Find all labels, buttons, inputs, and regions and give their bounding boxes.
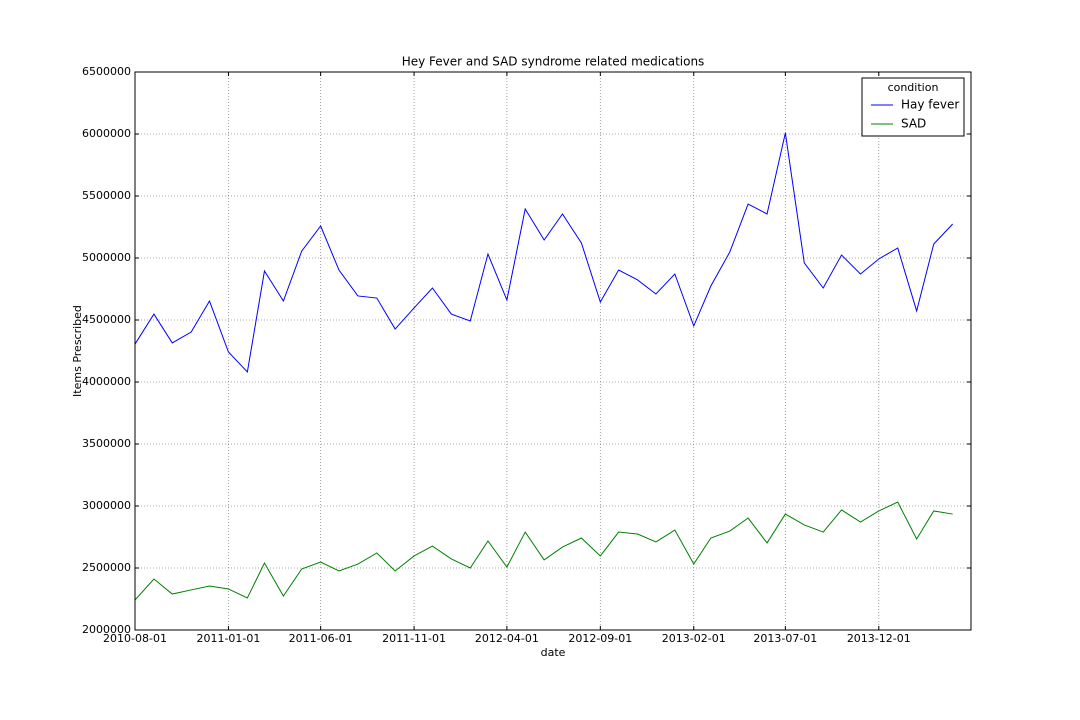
- y-tick-label: 5500000: [82, 189, 131, 202]
- legend-box: [861, 77, 965, 137]
- x-axis-label: date: [541, 646, 566, 659]
- legend-title: condition: [888, 81, 939, 94]
- y-tick-label: 2000000: [82, 623, 131, 636]
- x-tick-label: 2012-04-01: [475, 632, 539, 645]
- plot-frame: [134, 71, 972, 631]
- y-tick-label: 5000000: [82, 251, 131, 264]
- y-tick-label: 4000000: [82, 375, 131, 388]
- x-tick-label: 2013-02-01: [662, 632, 726, 645]
- x-tick-label: 2011-06-01: [289, 632, 353, 645]
- x-tick-label: 2013-12-01: [847, 632, 911, 645]
- x-tick-label: 2012-09-01: [568, 632, 632, 645]
- x-tick-label: 2013-07-01: [753, 632, 817, 645]
- x-tick-label: 2010-08-01: [103, 632, 167, 645]
- line-series: [134, 501, 953, 601]
- y-axis-label: Items Prescribed: [71, 305, 84, 397]
- y-tick-label: 6500000: [82, 65, 131, 78]
- line-series: [134, 132, 954, 374]
- x-tick-label: 2011-01-01: [196, 632, 260, 645]
- legend-label: Hay fever: [901, 98, 959, 112]
- y-tick-label: 2500000: [82, 561, 131, 574]
- y-tick-label: 6000000: [82, 127, 131, 140]
- y-tick-label: 3000000: [82, 499, 131, 512]
- legend-label: SAD: [901, 117, 926, 131]
- y-tick-label: 4500000: [82, 313, 131, 326]
- chart-title: Hey Fever and SAD syndrome related medic…: [402, 55, 705, 69]
- x-tick-label: 2011-11-01: [382, 632, 446, 645]
- y-tick-label: 3500000: [82, 437, 131, 450]
